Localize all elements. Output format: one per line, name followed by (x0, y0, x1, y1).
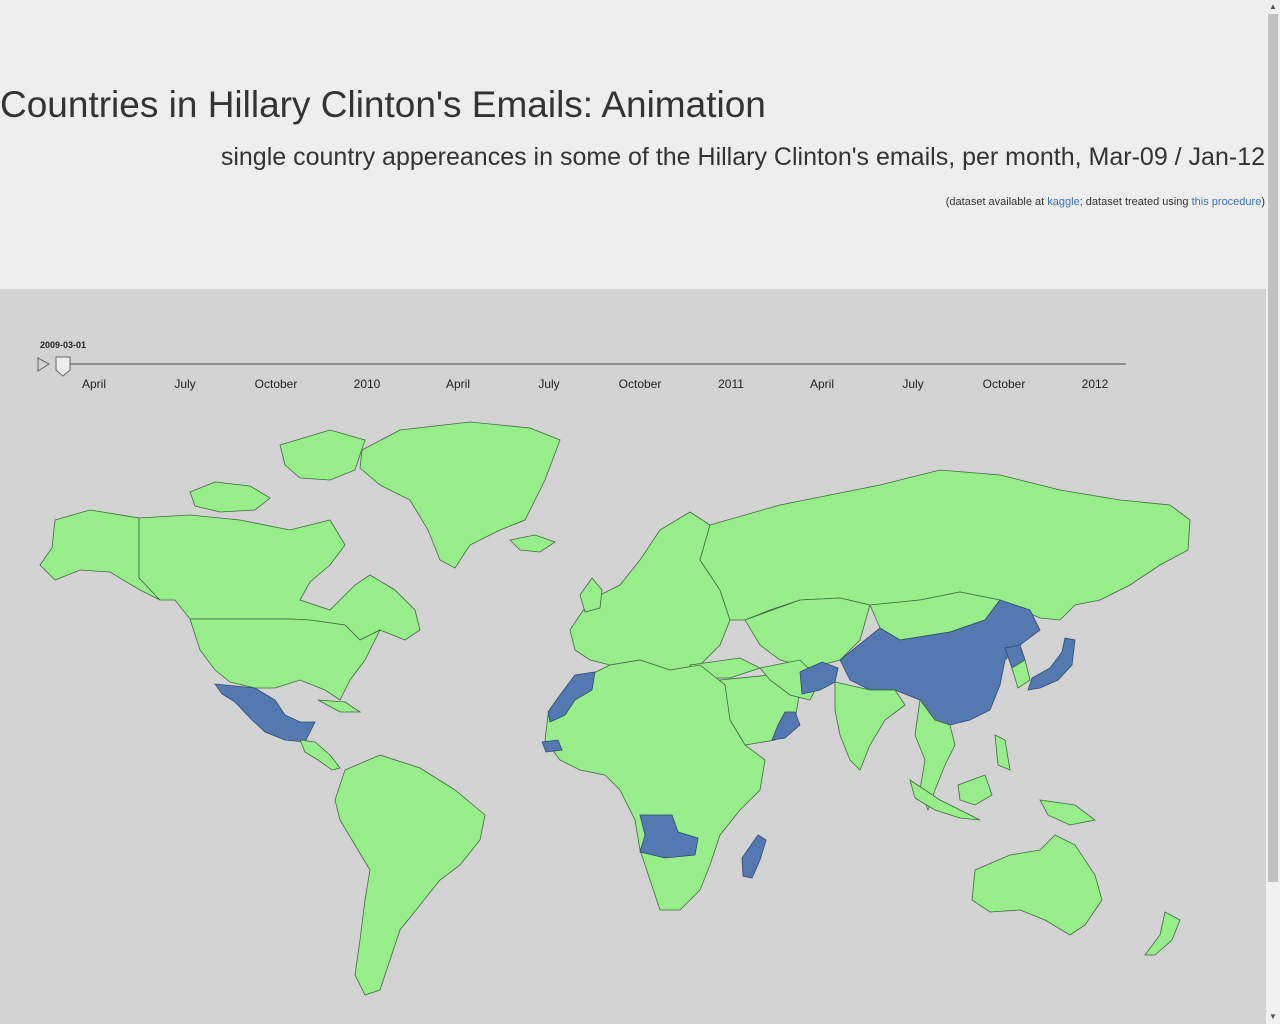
country-cuba[interactable] (317, 699, 362, 713)
country-greenland[interactable] (359, 421, 561, 569)
credits-suffix: ) (1261, 196, 1265, 208)
country-india[interactable] (834, 681, 906, 771)
timeline-tick-label: July (174, 377, 195, 391)
country-senegal[interactable] (541, 739, 563, 753)
country-central-asia[interactable] (744, 597, 871, 669)
timeline-handle[interactable] (55, 356, 71, 377)
country-oman[interactable] (771, 711, 801, 741)
country-angola[interactable] (639, 814, 699, 859)
country-new-guinea[interactable] (1039, 799, 1096, 826)
page-title: Countries in Hillary Clinton's Emails: A… (0, 84, 766, 125)
country-madagascar[interactable] (741, 834, 767, 879)
play-icon[interactable] (37, 357, 50, 372)
credits-line: (dataset available at kaggle; dataset tr… (946, 196, 1265, 208)
timeline-tick-label: 2010 (354, 377, 381, 391)
country-south-korea[interactable] (1011, 659, 1031, 689)
country-mexico[interactable] (214, 683, 316, 743)
scroll-up-arrow-icon[interactable]: ▲ (1269, 2, 1277, 11)
timeline-tick-label: April (810, 377, 834, 391)
world-map (39, 421, 1191, 996)
map-svg: 2009-03-01 April July October 2010 April July… (37, 340, 1191, 996)
timeline-tick-label: July (902, 377, 923, 391)
timeline-tick-label: October (255, 377, 298, 391)
country-uk[interactable] (579, 577, 603, 613)
map-panel: 2009-03-01 April July October 2010 April July… (0, 289, 1266, 1024)
country-philippines[interactable] (994, 734, 1011, 771)
timeline-tick-label: October (619, 377, 662, 391)
country-iceland[interactable] (509, 534, 556, 553)
country-southeast-asia[interactable] (914, 698, 956, 812)
timeline-tick-label: 2012 (1082, 377, 1109, 391)
country-new-zealand[interactable] (1144, 911, 1181, 956)
timeline-current-date: 2009-03-01 (40, 340, 86, 350)
kaggle-link[interactable]: kaggle (1047, 196, 1080, 208)
timeline-tick-label: 2011 (718, 377, 744, 391)
country-japan[interactable] (1027, 637, 1076, 691)
country-usa-alaska[interactable] (39, 509, 161, 601)
country-south-america[interactable] (334, 754, 486, 996)
page-header: Countries in Hillary Clinton's Emails: A… (0, 0, 1266, 289)
country-canada-islands[interactable] (189, 481, 271, 513)
timeline-tick-label: July (538, 377, 559, 391)
country-usa[interactable] (189, 618, 381, 701)
credits-middle: ; dataset treated using (1079, 196, 1192, 208)
country-central-america[interactable] (299, 739, 341, 771)
timeline-tick-label: October (983, 377, 1026, 391)
country-north-africa[interactable] (544, 659, 766, 911)
page-subtitle: single country appereances in some of th… (220, 143, 1265, 171)
country-australia[interactable] (971, 834, 1103, 936)
country-china[interactable] (839, 599, 1041, 726)
country-indonesia[interactable] (909, 779, 981, 821)
page-scrollbar[interactable]: ▲ ▼ (1266, 0, 1280, 1024)
country-canada-arctic[interactable] (279, 429, 366, 481)
timeline-ticks: April July October 2010 April July October 2011… (82, 377, 1109, 391)
timeline-tick-label: April (446, 377, 470, 391)
country-morocco[interactable] (547, 671, 596, 723)
country-borneo[interactable] (957, 774, 993, 806)
scroll-thumb[interactable] (1268, 14, 1278, 882)
timeline-slider[interactable]: 2009-03-01 April July October 2010 April July… (37, 340, 1126, 391)
procedure-link[interactable]: this procedure (1191, 196, 1262, 208)
scroll-down-arrow-icon[interactable]: ▼ (1269, 1012, 1277, 1021)
credits-prefix: (dataset available at (945, 196, 1048, 208)
country-russia[interactable] (699, 469, 1191, 621)
timeline-tick-label: April (82, 377, 106, 391)
